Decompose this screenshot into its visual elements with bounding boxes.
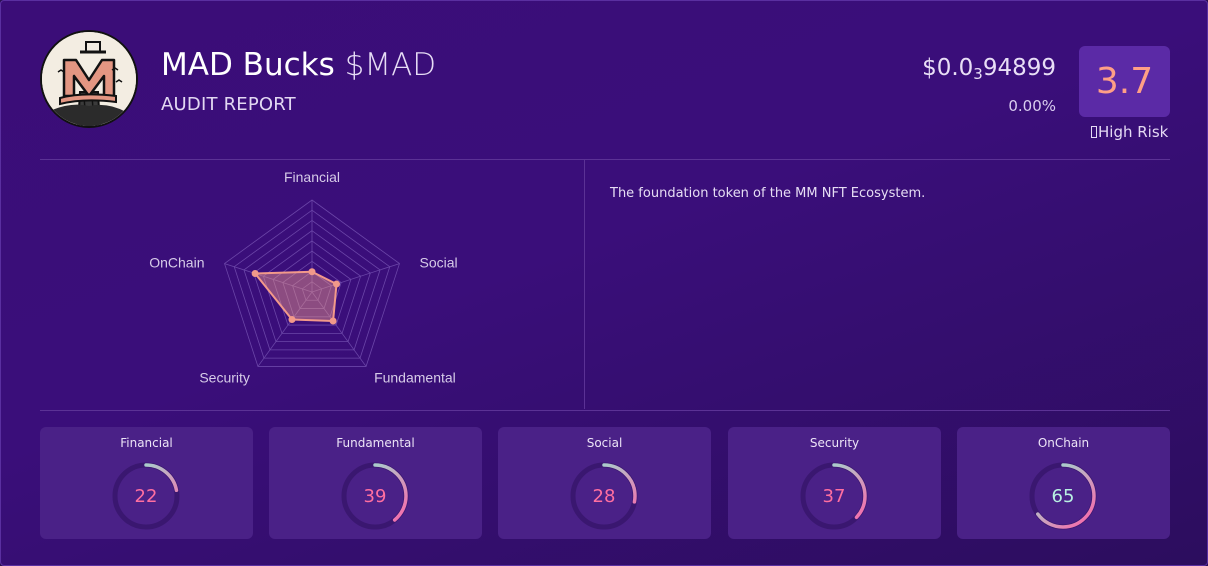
metric-label: Financial [120,436,173,450]
radar-grid-ring [253,230,371,343]
divider-bottom [40,410,1170,411]
radar-spoke [224,263,313,293]
radar-label-financial: Financial [284,169,340,185]
metric-value: 28 [593,486,616,507]
report-subtitle: AUDIT REPORT [161,94,296,115]
gauge-arc [113,463,179,529]
gauge-arc [342,463,408,529]
token-name: MAD Bucks [161,47,335,83]
metric-gauge: 39 [341,462,409,530]
title-block: MAD Bucks $MAD AUDIT REPORT [161,45,436,115]
radar-label-fundamental: Fundamental [374,369,456,385]
gauge-arc [571,463,637,529]
radar-grid-ring [224,199,400,367]
radar-grid-ring [282,260,342,318]
metric-card-onchain: OnChain 65 [957,427,1170,539]
radar-point-onchain [251,270,259,278]
metric-value: 22 [135,486,158,507]
metric-gauge: 28 [570,462,638,530]
price-block: $0.0394899 0.00% [922,53,1056,115]
radar-grid-ring [233,209,391,359]
metric-card-financial: Financial 22 [40,427,253,539]
gauge-arc [801,463,867,529]
risk-text: High Risk [1098,123,1169,141]
token-price: $0.0394899 [922,53,1056,89]
token-description: The foundation token of the MM NFT Ecosy… [610,186,926,201]
metric-card-fundamental: Fundamental 39 [269,427,482,539]
radar-chart: Financial Social Fundamental Security OnChai… [149,169,457,385]
radar-spoke [311,263,400,293]
radar-label-security: Security [199,369,250,385]
metric-gauge: 37 [800,462,868,530]
token-logo [40,30,138,128]
token-symbol: $MAD [344,47,437,83]
divider-top [40,159,1170,160]
radar-spoke [257,291,313,367]
radar-grid-ring [262,240,362,334]
radar-label-social: Social [419,255,457,271]
radar-grid-ring [301,281,323,301]
radar-grid-ring [292,271,332,309]
divider-vertical [584,160,585,409]
metric-value: 37 [823,486,846,507]
price-zero-count: 3 [973,65,983,83]
metric-label: Security [809,436,860,450]
radar-point-financial [308,268,316,276]
radar-grid-ring [243,219,381,351]
score-badge: 3.7 [1079,46,1170,117]
price-change: 0.00% [1008,97,1056,115]
metric-label: Fundamental [336,436,415,450]
risk-label: High Risk [1091,123,1168,141]
radar-point-fundamental [329,317,337,325]
radar-grid-ring [272,250,352,326]
metric-card-security: Security 37 [728,427,941,539]
metric-label: OnChain [1037,436,1090,450]
radar-series-area [254,270,338,323]
page-title: MAD Bucks $MAD [161,45,436,85]
radar-point-social [332,280,340,288]
metric-label: Social [586,436,623,450]
metric-value: 39 [364,486,387,507]
metric-card-social: Social 28 [498,427,711,539]
metric-value: 65 [1052,486,1075,507]
radar-label-onchain: OnChain [149,255,204,271]
risk-icon [1091,126,1097,138]
radar-spoke [311,291,367,367]
metric-gauge: 65 [1029,462,1097,530]
radar-point-security [288,316,296,324]
price-prefix: $0.0 [922,55,974,81]
metric-gauge: 22 [112,462,180,530]
gauge-arc [1030,463,1096,529]
price-digits: 94899 [982,55,1056,81]
